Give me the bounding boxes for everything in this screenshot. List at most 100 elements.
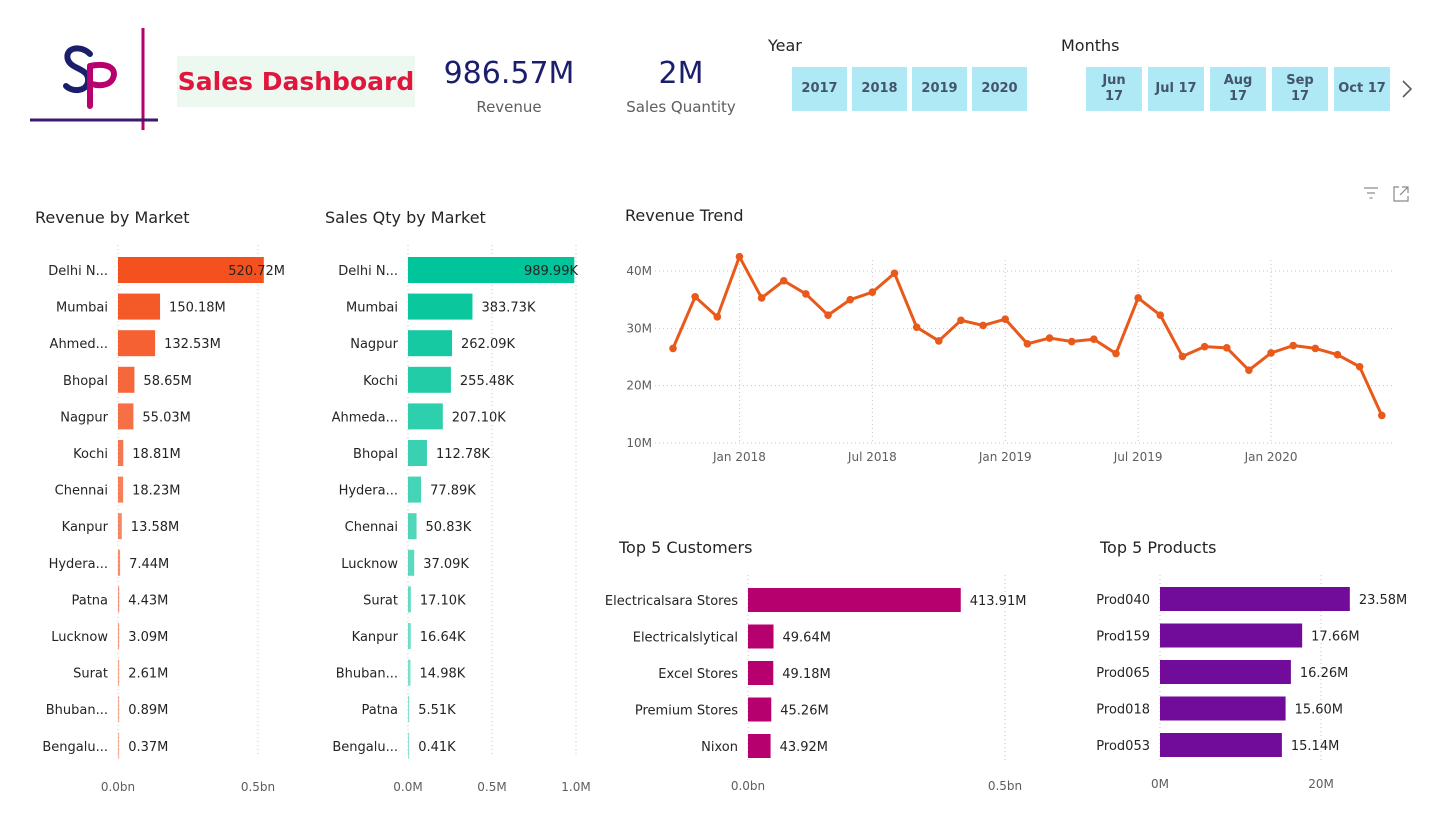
bar: [118, 549, 121, 576]
bar: [118, 403, 134, 430]
bar: [408, 366, 451, 393]
month-tile-jul-17[interactable]: Jul 17: [1148, 67, 1204, 111]
data-point: [1067, 337, 1076, 346]
data-point: [1245, 366, 1253, 374]
chevron-right-icon[interactable]: [1400, 79, 1414, 99]
bar: [408, 586, 411, 613]
category-label: Surat: [363, 593, 398, 608]
top5-products-chart: 0M 20M Prod040 23.58M Prod159 17.66M Prod065 16…: [1096, 575, 1407, 791]
data-label: 5.51K: [418, 703, 456, 718]
bar: [1160, 587, 1350, 611]
bar: [408, 440, 427, 466]
bar: [748, 624, 774, 649]
month-tile-sep-17[interactable]: Sep 17: [1272, 67, 1328, 111]
month-tile-label: Oct 17: [1338, 81, 1386, 96]
category-label: Mumbai: [346, 301, 398, 316]
data-label: 132.53M: [164, 337, 221, 352]
data-label: 3.09M: [128, 630, 168, 645]
kpi-revenue-card: 986.57M Revenue: [436, 56, 582, 116]
month-tile-oct-17[interactable]: Oct 17: [1334, 67, 1390, 111]
data-label: 77.89K: [430, 484, 476, 499]
bar: [408, 513, 417, 540]
category-label: Premium Stores: [635, 704, 738, 719]
bar: [408, 659, 411, 686]
data-point: [1090, 335, 1098, 344]
data-point: [1156, 311, 1165, 319]
year-tile-2017[interactable]: 2017: [792, 67, 847, 111]
focus-mode-icon[interactable]: [1392, 185, 1410, 203]
data-label: 989.99K: [524, 264, 578, 279]
category-label: Hydera...: [339, 484, 398, 499]
data-label: 413.91M: [970, 594, 1027, 609]
data-point: [1045, 334, 1054, 342]
bar: [748, 734, 771, 758]
year-tile-2019[interactable]: 2019: [912, 67, 967, 111]
data-label: 0.41K: [418, 740, 456, 755]
data-label: 45.26M: [780, 704, 828, 719]
x-tick-label: 0.0bn: [101, 780, 135, 794]
category-label: Lucknow: [51, 630, 108, 645]
revenue-by-market-chart: 0.0bn 0.5bn Delhi N... 520.72M Mumbai 150.18M…: [42, 245, 285, 794]
category-label: Bengalu...: [42, 740, 108, 755]
data-point: [1355, 362, 1364, 371]
data-point: [846, 295, 854, 304]
year-tile-2018[interactable]: 2018: [852, 67, 907, 111]
category-label: Bhopal: [63, 374, 108, 389]
bar: [748, 588, 961, 612]
data-point: [669, 344, 677, 353]
bar: [748, 661, 774, 685]
y-tick-label: 30M: [626, 321, 652, 335]
data-point: [824, 311, 832, 319]
data-point: [1178, 352, 1187, 361]
category-label: Nagpur: [350, 337, 398, 352]
data-point: [802, 290, 810, 298]
bar: [408, 549, 415, 576]
category-label: Patna: [71, 593, 108, 608]
kpi-sales-quantity-value: 2M: [658, 56, 704, 91]
data-point: [1289, 341, 1297, 350]
y-tick-label: 20M: [626, 379, 652, 393]
data-label: 13.58M: [131, 520, 179, 535]
dashboard-title: Sales Dashboard: [177, 67, 415, 96]
data-point: [1134, 294, 1142, 302]
revenue-trend-title: Revenue Trend: [625, 206, 744, 225]
year-slicer-title: Year: [768, 36, 802, 55]
bar: [1160, 623, 1303, 648]
category-label: Bhuban...: [336, 667, 398, 682]
data-label: 16.26M: [1300, 666, 1348, 681]
data-point: [1023, 340, 1032, 348]
sales-qty-by-market-chart: 0.0M 0.5M 1.0M Delhi N... 989.99K Mumbai 383.7…: [332, 245, 591, 794]
kpi-sales-quantity-card: 2M Sales Quantity: [618, 56, 744, 116]
data-point: [957, 316, 965, 325]
x-tick-label: 0M: [1151, 777, 1169, 791]
bar: [408, 257, 575, 283]
category-label: Nixon: [701, 740, 738, 755]
category-label: Kanpur: [62, 520, 109, 535]
sp-logo: [30, 28, 158, 130]
month-tile-jun-17[interactable]: Jun 17: [1086, 67, 1142, 111]
data-point: [935, 337, 943, 345]
data-point: [1267, 349, 1275, 357]
category-label: Bhopal: [353, 447, 398, 462]
data-label: 15.14M: [1291, 739, 1339, 754]
data-point: [779, 276, 788, 285]
y-tick-label: 10M: [626, 436, 652, 450]
data-label: 17.66M: [1311, 630, 1359, 645]
filter-icon[interactable]: [1362, 185, 1380, 201]
x-tick-label: Jul 2018: [847, 450, 897, 464]
bar: [1160, 660, 1291, 684]
month-tile-aug-17[interactable]: Aug 17: [1210, 67, 1266, 111]
bar: [1160, 733, 1282, 757]
y-tick-label: 40M: [626, 264, 652, 278]
year-tile-2020[interactable]: 2020: [972, 67, 1027, 111]
top5-products-title: Top 5 Products: [1100, 538, 1217, 557]
logo-p-letter: [87, 62, 117, 109]
x-tick-label: 0.5bn: [988, 779, 1022, 793]
category-label: Prod040: [1096, 593, 1150, 608]
month-tile-label: Jun 17: [1102, 73, 1126, 104]
data-point: [912, 323, 921, 331]
data-point: [1001, 315, 1010, 323]
data-label: 2.61M: [128, 667, 168, 682]
data-label: 383.73K: [481, 301, 535, 316]
data-point: [1200, 342, 1209, 351]
